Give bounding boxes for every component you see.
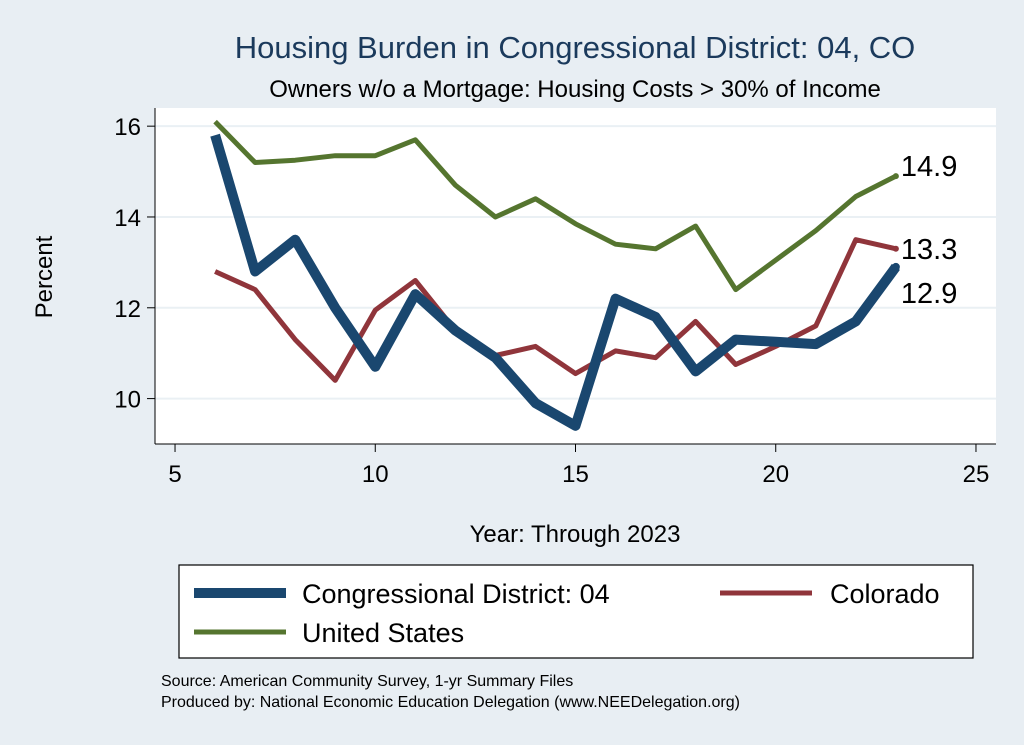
y-tick-label-14: 14 bbox=[114, 205, 141, 232]
y-tick-label-16: 16 bbox=[114, 114, 141, 141]
y-axis-label: Percent bbox=[31, 235, 58, 318]
produced-by-note: Produced by: National Economic Education… bbox=[161, 694, 740, 711]
legend-label-colorado: Colorado bbox=[830, 579, 940, 609]
x-tick-label-25: 25 bbox=[963, 461, 990, 488]
x-axis-label: Year: Through 2023 bbox=[470, 521, 681, 548]
y-axis-ticks: 10 12 14 16 bbox=[114, 114, 155, 414]
x-tick-label-20: 20 bbox=[762, 461, 789, 488]
x-tick-label-15: 15 bbox=[562, 461, 589, 488]
end-point-us bbox=[892, 173, 899, 180]
y-tick-label-10: 10 bbox=[114, 387, 141, 414]
x-axis-ticks: 5 10 15 20 25 bbox=[168, 444, 989, 488]
source-note: Source: American Community Survey, 1-yr … bbox=[161, 673, 573, 690]
end-point-district bbox=[891, 262, 900, 271]
chart-title: Housing Burden in Congressional District… bbox=[235, 30, 916, 65]
end-label-district: 12.9 bbox=[901, 278, 957, 310]
x-tick-label-10: 10 bbox=[362, 461, 389, 488]
end-label-colorado: 13.3 bbox=[901, 234, 957, 266]
legend-box bbox=[178, 564, 974, 659]
grid bbox=[155, 125, 996, 400]
legend-label-us: United States bbox=[302, 618, 464, 648]
plot-area bbox=[155, 108, 996, 444]
end-labels: 14.9 13.3 12.9 bbox=[901, 151, 957, 310]
x-tick-label-5: 5 bbox=[168, 461, 181, 488]
y-tick-label-12: 12 bbox=[114, 296, 141, 323]
end-label-us: 14.9 bbox=[901, 151, 957, 183]
end-point-colorado bbox=[892, 245, 899, 252]
series-layer bbox=[210, 119, 900, 431]
series-line-district bbox=[210, 133, 900, 431]
legend-label-district: Congressional District: 04 bbox=[302, 579, 610, 609]
chart-subtitle: Owners w/o a Mortgage: Housing Costs > 3… bbox=[269, 76, 881, 103]
legend: Congressional District: 04 Colorado Unit… bbox=[178, 564, 974, 659]
series-line-us bbox=[213, 119, 898, 293]
